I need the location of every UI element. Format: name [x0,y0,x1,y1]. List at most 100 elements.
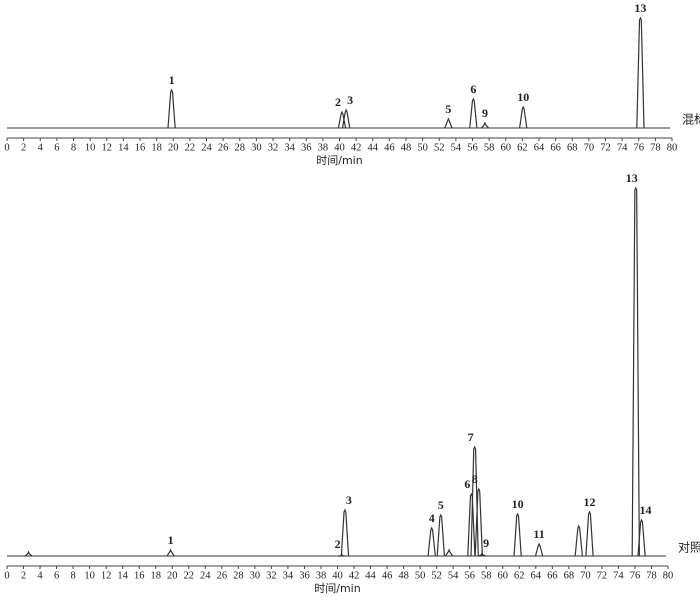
peak-label: 10 [512,497,524,511]
x-tick-label: 26 [218,142,229,153]
x-tick-label: 46 [382,570,393,581]
x-tick-label: 22 [184,570,195,581]
x-axis-title: 时间/min [314,582,360,595]
peak [474,487,483,557]
x-tick-label: 24 [200,570,211,581]
x-tick-label: 14 [117,570,128,581]
peak-label: 2 [335,537,341,551]
peak [534,542,544,557]
x-tick-label: 2 [21,142,26,153]
x-tick-label: 16 [134,570,145,581]
peak-label: 1 [169,73,175,87]
x-tick-label: 0 [4,142,9,153]
x-tick-label: 18 [151,142,162,153]
x-tick-label: 42 [351,142,362,153]
peak-label: 9 [482,106,488,120]
x-tick-label: 10 [85,142,96,153]
x-tick-label: 52 [431,570,442,581]
x-tick-label: 26 [217,570,228,581]
peak [166,548,175,557]
x-axis-title: 时间/min [316,154,362,167]
peak [167,88,176,129]
x-tick-label: 8 [70,570,75,581]
peak-label: 2 [335,95,341,109]
x-tick-label: 56 [467,142,478,153]
x-tick-label: 28 [233,570,244,581]
x-tick-label: 44 [365,570,376,581]
x-tick-label: 6 [54,570,59,581]
x-tick-label: 46 [384,142,395,153]
peak-label: 3 [347,93,353,107]
x-tick-label: 50 [417,142,428,153]
x-tick-label: 12 [101,570,112,581]
x-tick-label: 8 [71,142,76,153]
x-tick-label: 20 [168,142,179,153]
x-tick-label: 30 [250,570,261,581]
x-tick-label: 12 [102,142,113,153]
peak [24,550,33,557]
peak-label: 4 [429,511,435,525]
x-tick-label: 60 [498,570,509,581]
peak [636,16,645,129]
x-tick-label: 58 [484,142,495,153]
peak [470,445,479,557]
peak [478,551,486,557]
x-tick-label: 58 [481,570,492,581]
peak-label: 8 [472,472,478,486]
x-tick-label: 30 [251,142,262,153]
x-tick-label: 48 [398,570,409,581]
x-tick-label: 54 [451,142,462,153]
x-tick-label: 4 [38,142,44,153]
x-tick-label: 64 [534,142,545,153]
x-tick-label: 6 [54,142,59,153]
x-tick-label: 68 [567,142,578,153]
x-tick-label: 32 [266,570,277,581]
x-tick-label: 48 [401,142,412,153]
x-tick-label: 20 [167,570,178,581]
peak [340,508,350,557]
x-tick-label: 70 [580,570,591,581]
peak [444,548,454,557]
x-tick-label: 62 [514,570,525,581]
peak [467,492,476,557]
x-tick-label: 36 [299,570,310,581]
peak [480,121,490,129]
x-tick-label: 80 [663,570,674,581]
peak [436,513,445,557]
x-tick-label: 40 [332,570,343,581]
peak-label: 7 [468,430,474,444]
x-tick-label: 66 [550,142,561,153]
peak [341,108,351,129]
x-tick-label: 22 [185,142,196,153]
x-tick-label: 72 [597,570,608,581]
x-tick-label: 28 [235,142,246,153]
x-tick-label: 70 [584,142,595,153]
peak [574,524,583,557]
x-tick-label: 60 [501,142,512,153]
x-tick-label: 66 [547,570,558,581]
x-tick-label: 0 [4,570,9,581]
x-tick-label: 14 [118,142,129,153]
x-tick-label: 38 [318,142,329,153]
peak-label: 13 [634,1,646,15]
peak-label: 5 [438,498,444,512]
peak [519,105,528,129]
peak-label: 1 [168,533,174,547]
series-label: 混标 [682,113,700,127]
x-tick-label: 38 [316,570,327,581]
series-label: 对照图谱 [678,541,700,555]
peak [444,117,453,129]
x-tick-label: 74 [617,142,628,153]
x-tick-label: 10 [84,570,95,581]
x-tick-label: 44 [368,142,379,153]
peak [585,510,594,557]
x-tick-label: 72 [600,142,611,153]
x-tick-label: 56 [464,570,475,581]
x-tick-label: 52 [434,142,445,153]
x-tick-label: 36 [301,142,312,153]
x-tick-label: 32 [268,142,279,153]
peak [637,518,646,557]
x-tick-label: 80 [667,142,678,153]
x-tick-label: 4 [37,570,43,581]
